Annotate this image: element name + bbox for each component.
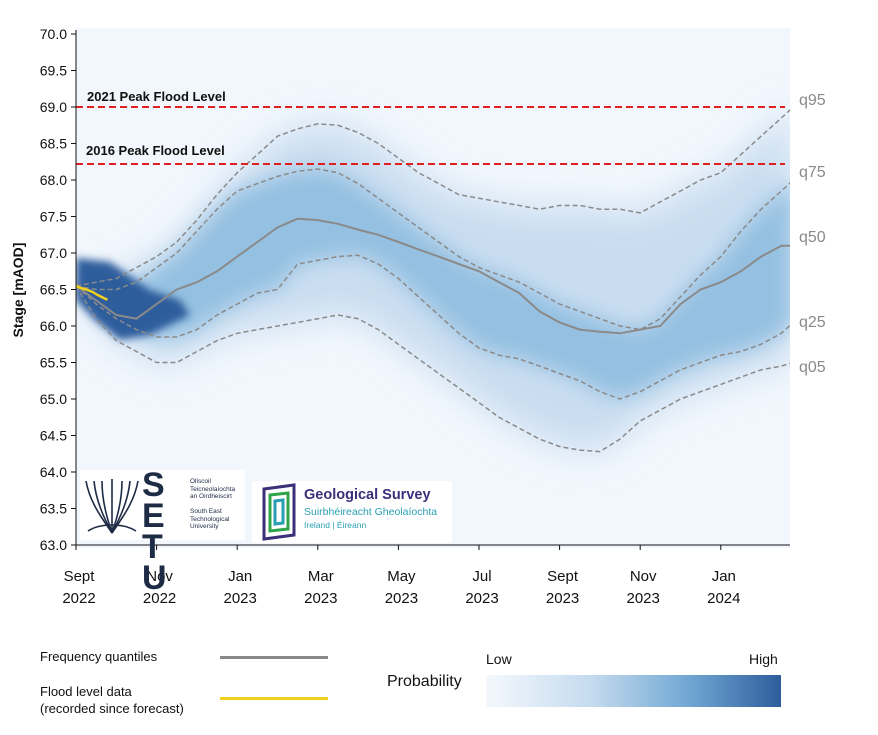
x-tick-label: May (387, 568, 416, 585)
gsi-emblem-icon (262, 483, 296, 541)
x-tick-label-year: 2023 (465, 590, 498, 607)
q05-label: q05 (799, 359, 826, 376)
legend-probability-label: Probability (387, 673, 462, 690)
setu-irish-name: Ollscoil Teicneolaíochta an Oirdheiscirt (190, 478, 235, 501)
y-tick-label: 65.5 (40, 355, 67, 371)
flood-2021-label: 2021 Peak Flood Level (87, 89, 226, 104)
y-tick-label: 67.0 (40, 245, 67, 261)
setu-en-2: Technological (190, 515, 230, 523)
x-tick-label: Jan (228, 568, 252, 585)
y-tick-label: 64.0 (40, 464, 67, 480)
series-line-q50 (76, 217, 790, 335)
setu-ga-2: Teicneolaíochta (190, 485, 236, 493)
legend-flood-data-line1: Flood level data (40, 684, 132, 699)
flood-level-lines-layer (76, 106, 785, 165)
series-line-q95 (76, 109, 790, 287)
y-tick-label: 70.0 (40, 26, 67, 42)
setu-logo: SETU Ollscoil Teicneolaíochta an Oirdhei… (80, 468, 245, 595)
x-tick-label: Jul (472, 568, 491, 585)
x-tick-label: Sept (547, 568, 579, 585)
x-tick-label-year: 2023 (627, 590, 660, 607)
series-line-observed (76, 284, 108, 301)
gsi-logo: Geological Survey Suirbhéireacht Gheolaí… (252, 481, 452, 543)
quantile-lines-layer (76, 109, 790, 453)
x-tick-label: Sept (64, 568, 96, 585)
gsi-country: Ireland | Éireann (304, 520, 367, 530)
probability-band-layer (76, 110, 790, 452)
x-tick-label: Mar (308, 568, 334, 585)
x-tick-label-year: 2023 (224, 590, 257, 607)
series-line-q75 (76, 168, 790, 331)
flood-2016-label: 2016 Peak Flood Level (86, 143, 225, 158)
x-tick-label-year: 2022 (143, 590, 176, 607)
setu-letters: SETU (142, 466, 186, 597)
q75-label: q75 (799, 164, 826, 181)
y-tick-label: 68.5 (40, 136, 67, 152)
q50-label: q50 (799, 229, 826, 246)
y-tick-label: 68.0 (40, 172, 67, 188)
setu-letters-text: SETU (142, 466, 168, 597)
x-tick-label: Nov (630, 568, 657, 585)
y-tick-label: 63.0 (40, 537, 67, 553)
y-axis-title: Stage [mAOD] (10, 243, 26, 338)
legend-quantile-line-swatch (220, 656, 328, 659)
x-tick-label: Jan (712, 568, 736, 585)
x-tick-label-year: 2022 (62, 590, 95, 607)
y-tick-label: 65.0 (40, 391, 67, 407)
band-q25-q75 (76, 169, 790, 399)
q95-label: q95 (799, 92, 826, 109)
y-tick-label: 64.5 (40, 428, 67, 444)
legend-high-label: High (749, 651, 778, 667)
setu-english-name: South East Technological University (190, 508, 229, 531)
q25-label: q25 (799, 314, 826, 331)
legend-frequency-quantiles-label: Frequency quantiles (40, 649, 158, 664)
legend-observed-line-swatch (220, 697, 328, 700)
series-line-q25 (76, 254, 790, 400)
x-tick-label-year: 2023 (385, 590, 418, 607)
x-tick-label: Nov (146, 568, 173, 585)
y-tick-label: 63.5 (40, 501, 67, 517)
x-tick-label-year: 2023 (546, 590, 579, 607)
y-tick-label: 66.5 (40, 282, 67, 298)
axes-layer: 63.0 63.5 64.0 64.5 65.0 65.5 66.0 66.5 67.0 67.5… (40, 26, 790, 607)
legend-flood-data-line2: (recorded since forecast) (40, 701, 184, 716)
x-tick-label-year: 2023 (304, 590, 337, 607)
setu-ga-1: Ollscoil (190, 478, 211, 485)
legend-low-label: Low (486, 651, 512, 667)
y-tick-label: 69.0 (40, 99, 67, 115)
probability-colorbar (486, 675, 781, 707)
y-tick-label: 66.0 (40, 318, 67, 334)
setu-ga-3: an Oirdheiscirt (190, 493, 232, 500)
setu-en-3: University (190, 523, 219, 530)
y-tick-label: 69.5 (40, 63, 67, 79)
setu-emblem-icon (85, 479, 139, 534)
band-dense-start (76, 258, 190, 340)
legend-flood-data-label: Flood level data (recorded since forecas… (40, 683, 184, 717)
setu-en-1: South East (190, 508, 222, 515)
gsi-subtitle: Suirbhéireacht Gheolaíochta (304, 506, 438, 518)
x-tick-label-year: 2024 (707, 590, 740, 607)
gsi-title: Geological Survey (304, 487, 431, 503)
y-tick-label: 67.5 (40, 209, 67, 225)
